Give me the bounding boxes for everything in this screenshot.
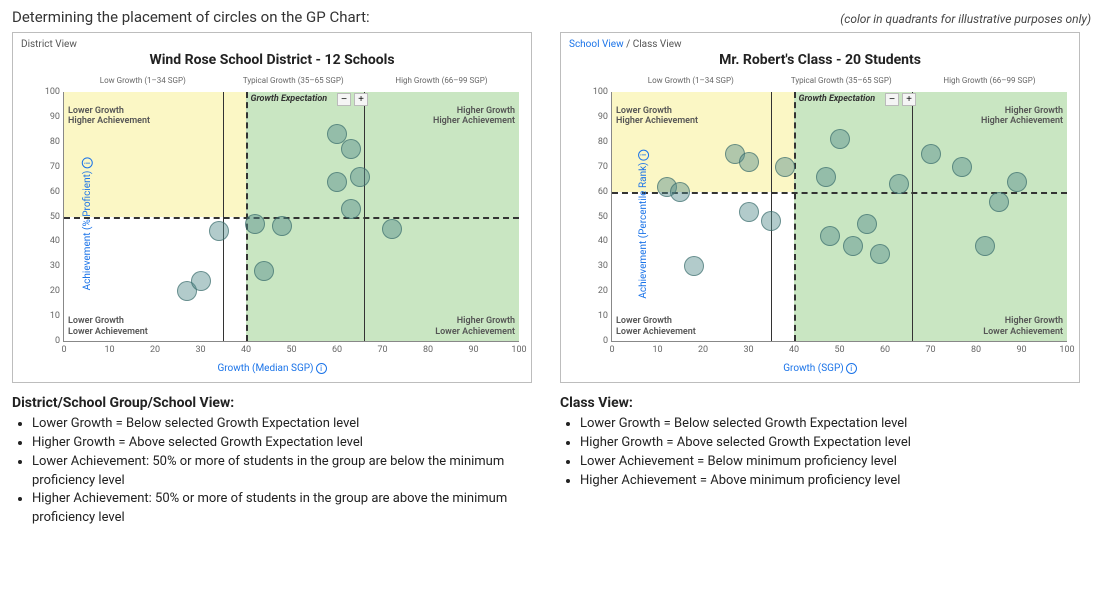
data-point-circle [209, 221, 229, 241]
x-tick: 80 [423, 341, 433, 355]
y-tick: 50 [598, 212, 612, 222]
growth-band-label: Typical Growth (35–65 SGP) [771, 76, 912, 90]
y-tick: 60 [598, 187, 612, 197]
quadrant-label: Lower GrowthLower Achievement [68, 316, 148, 337]
y-tick: 30 [598, 261, 612, 271]
class-chart-card: School View / Class View Mr. Robert's Cl… [560, 32, 1080, 383]
growth-expectation-decrease-button[interactable]: − [885, 93, 899, 106]
x-axis-label: Growth (SGP)i [569, 363, 1071, 374]
x-tick: 20 [698, 341, 708, 355]
x-tick: 70 [925, 341, 935, 355]
growth-expectation-decrease-button[interactable]: − [337, 93, 351, 106]
y-tick: 20 [598, 286, 612, 296]
y-axis-label: Achievement (Percentile Rank)i [638, 149, 649, 298]
info-icon[interactable]: i [638, 149, 649, 160]
x-tick: 50 [286, 341, 296, 355]
y-tick: 10 [50, 311, 64, 321]
x-tick: 30 [743, 341, 753, 355]
x-tick: 0 [609, 341, 614, 355]
legend-item: Lower Growth = Below selected Growth Exp… [580, 415, 1080, 434]
info-icon[interactable]: i [82, 158, 93, 169]
breadcrumb-item: District View [21, 39, 77, 50]
x-tick: 90 [468, 341, 478, 355]
x-tick: 20 [150, 341, 160, 355]
legend-item: Lower Achievement: 50% or more of studen… [32, 453, 532, 491]
growth-band-label: High Growth (66–99 SGP) [364, 76, 519, 90]
growth-band-label: Typical Growth (35–65 SGP) [223, 76, 364, 90]
growth-band-label: Low Growth (1–34 SGP) [611, 76, 771, 90]
growth-band-label: Low Growth (1–34 SGP) [63, 76, 223, 90]
y-tick: 80 [50, 137, 64, 147]
legend-item: Higher Achievement: 50% or more of stude… [32, 490, 532, 528]
y-tick: 70 [598, 162, 612, 172]
x-tick: 60 [880, 341, 890, 355]
data-point-circle [739, 202, 759, 222]
x-axis-label: Growth (Median SGP)i [21, 363, 523, 374]
growth-expectation-increase-button[interactable]: + [354, 93, 368, 106]
page-note: (color in quadrants for illustrative pur… [840, 12, 1091, 26]
y-tick: 90 [598, 112, 612, 122]
legend-item: Lower Achievement = Below minimum profic… [580, 453, 1080, 472]
info-icon[interactable]: i [846, 363, 857, 374]
data-point-circle [177, 281, 197, 301]
quadrant-label: Lower GrowthLower Achievement [616, 316, 696, 337]
info-icon[interactable]: i [316, 363, 327, 374]
y-axis-label: Achievement (% Proficient)i [82, 158, 93, 291]
legend-item: Higher Growth = Above selected Growth Ex… [32, 434, 532, 453]
chart-title: Wind Rose School District - 12 Schools [21, 52, 523, 68]
legend-title: Class View: [560, 395, 1080, 411]
y-tick: 50 [50, 212, 64, 222]
breadcrumb: School View / Class View [569, 39, 1071, 50]
breadcrumb-item: Class View [633, 39, 682, 50]
breadcrumb: District View [21, 39, 523, 50]
legend-item: Higher Achievement = Above minimum profi… [580, 472, 1080, 491]
x-tick: 30 [195, 341, 205, 355]
gp-chart-plot: Growth Expectation−+Lower GrowthHigher A… [611, 92, 1067, 342]
legend-title: District/School Group/School View: [12, 395, 532, 411]
y-tick: 70 [50, 162, 64, 172]
page-title: Determining the placement of circles on … [12, 8, 370, 26]
x-tick: 50 [834, 341, 844, 355]
growth-band-label: High Growth (66–99 SGP) [912, 76, 1067, 90]
x-tick: 100 [511, 341, 526, 355]
y-tick: 90 [50, 112, 64, 122]
x-tick: 90 [1016, 341, 1026, 355]
x-tick: 60 [332, 341, 342, 355]
x-tick: 10 [652, 341, 662, 355]
y-tick: 60 [50, 187, 64, 197]
y-tick: 20 [50, 286, 64, 296]
class-legend: Class View: Lower Growth = Below selecte… [560, 395, 1080, 528]
x-tick: 70 [377, 341, 387, 355]
gp-chart-plot: Growth Expectation−+Lower GrowthHigher A… [63, 92, 519, 342]
legend-item: Higher Growth = Above selected Growth Ex… [580, 434, 1080, 453]
legend-item: Lower Growth = Below selected Growth Exp… [32, 415, 532, 434]
x-tick: 10 [104, 341, 114, 355]
data-point-circle [191, 271, 211, 291]
y-tick: 100 [45, 87, 64, 97]
x-tick: 80 [971, 341, 981, 355]
x-tick: 100 [1059, 341, 1074, 355]
y-tick: 10 [598, 311, 612, 321]
data-point-circle [684, 256, 704, 276]
y-tick: 40 [50, 236, 64, 246]
district-legend: District/School Group/School View: Lower… [12, 395, 532, 528]
x-tick: 40 [789, 341, 799, 355]
y-tick: 100 [593, 87, 612, 97]
x-tick: 40 [241, 341, 251, 355]
y-tick: 30 [50, 261, 64, 271]
chart-title: Mr. Robert's Class - 20 Students [569, 52, 1071, 68]
district-chart-card: District View Wind Rose School District … [12, 32, 532, 383]
breadcrumb-item[interactable]: School View [569, 39, 624, 50]
x-tick: 0 [61, 341, 66, 355]
y-tick: 40 [598, 236, 612, 246]
y-tick: 80 [598, 137, 612, 147]
growth-expectation-increase-button[interactable]: + [902, 93, 916, 106]
